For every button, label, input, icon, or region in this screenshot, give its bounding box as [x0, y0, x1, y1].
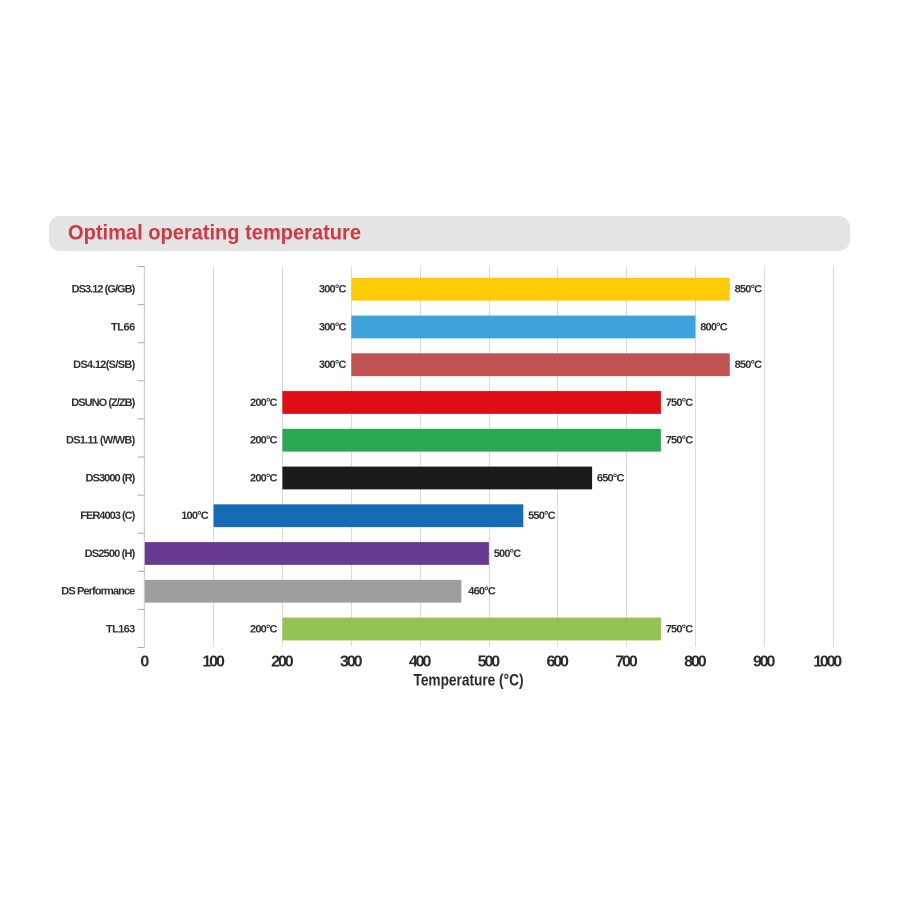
svg-text:0: 0: [140, 654, 149, 671]
svg-text:850°C: 850°C: [735, 284, 763, 296]
svg-text:DS1.11 (W/WB): DS1.11 (W/WB): [66, 435, 136, 447]
svg-text:550°C: 550°C: [528, 510, 556, 522]
svg-text:750°C: 750°C: [666, 623, 694, 635]
svg-text:900: 900: [753, 654, 776, 671]
svg-text:700: 700: [615, 654, 638, 671]
svg-text:400: 400: [409, 654, 432, 671]
svg-text:600: 600: [546, 654, 569, 671]
svg-text:650°C: 650°C: [597, 472, 625, 484]
svg-text:850°C: 850°C: [735, 359, 763, 371]
svg-text:300°C: 300°C: [319, 284, 347, 296]
svg-text:500°C: 500°C: [494, 548, 522, 560]
svg-text:500: 500: [478, 654, 501, 671]
svg-text:100°C: 100°C: [181, 510, 209, 522]
svg-text:800°C: 800°C: [700, 321, 728, 333]
svg-text:1000: 1000: [813, 654, 842, 671]
svg-text:DSUNO (Z/ZB): DSUNO (Z/ZB): [71, 397, 135, 409]
svg-text:TL163: TL163: [106, 623, 135, 635]
svg-text:100: 100: [202, 654, 225, 671]
svg-text:200: 200: [271, 654, 294, 671]
svg-text:750°C: 750°C: [666, 397, 694, 409]
svg-text:Optimal operating temperature: Optimal operating temperature: [68, 222, 361, 245]
svg-text:Temperature (°C): Temperature (°C): [414, 671, 524, 690]
svg-text:DS2500 (H): DS2500 (H): [85, 548, 136, 560]
svg-text:200°C: 200°C: [250, 435, 278, 447]
svg-text:DS4.12(S/SB): DS4.12(S/SB): [73, 359, 136, 371]
svg-text:300°C: 300°C: [319, 359, 347, 371]
svg-text:800: 800: [684, 654, 707, 671]
svg-text:300°C: 300°C: [319, 321, 347, 333]
svg-text:FER4003 (C): FER4003 (C): [80, 510, 135, 522]
svg-text:200°C: 200°C: [250, 623, 278, 635]
svg-text:200°C: 200°C: [250, 472, 278, 484]
svg-text:300: 300: [340, 654, 363, 671]
svg-text:750°C: 750°C: [666, 435, 694, 447]
svg-text:DS3.12 (G/GB): DS3.12 (G/GB): [72, 284, 136, 296]
svg-text:DS Performance: DS Performance: [61, 586, 135, 598]
svg-text:DS3000 (R): DS3000 (R): [86, 472, 136, 484]
svg-text:200°C: 200°C: [250, 397, 278, 409]
svg-text:TL66: TL66: [111, 321, 135, 333]
svg-text:460°C: 460°C: [468, 586, 496, 598]
